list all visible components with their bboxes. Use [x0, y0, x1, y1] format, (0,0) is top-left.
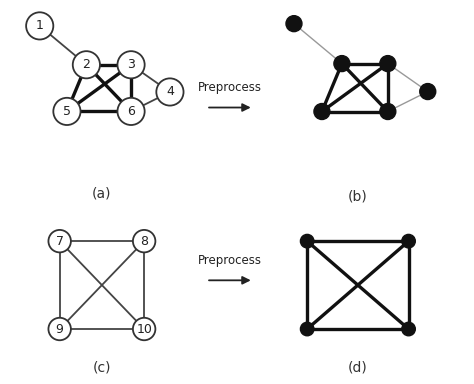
Circle shape [314, 104, 330, 119]
Circle shape [334, 56, 350, 71]
Text: Preprocess: Preprocess [198, 254, 262, 267]
Circle shape [26, 12, 53, 40]
Circle shape [133, 318, 155, 340]
Circle shape [156, 78, 183, 106]
Circle shape [402, 234, 415, 248]
Circle shape [133, 230, 155, 252]
Circle shape [118, 98, 145, 125]
Text: 3: 3 [127, 58, 135, 71]
Text: 6: 6 [127, 105, 135, 118]
Circle shape [73, 51, 100, 78]
Text: 9: 9 [56, 323, 64, 336]
Circle shape [380, 104, 396, 119]
Text: 2: 2 [82, 58, 91, 71]
Text: 7: 7 [55, 235, 64, 248]
Text: 4: 4 [166, 86, 174, 98]
Text: (b): (b) [348, 189, 368, 204]
Text: 10: 10 [136, 323, 152, 336]
Text: (c): (c) [92, 361, 111, 375]
Text: (d): (d) [348, 361, 368, 375]
Circle shape [53, 98, 81, 125]
Text: 8: 8 [140, 235, 148, 248]
Circle shape [301, 322, 314, 336]
Circle shape [402, 322, 415, 336]
Text: 5: 5 [63, 105, 71, 118]
Circle shape [48, 318, 71, 340]
Text: Preprocess: Preprocess [198, 81, 262, 94]
Circle shape [118, 51, 145, 78]
Text: (a): (a) [92, 187, 112, 201]
Text: 1: 1 [36, 20, 44, 32]
Circle shape [420, 84, 436, 99]
Circle shape [380, 56, 396, 71]
Circle shape [48, 230, 71, 252]
Circle shape [286, 16, 302, 31]
Circle shape [301, 234, 314, 248]
